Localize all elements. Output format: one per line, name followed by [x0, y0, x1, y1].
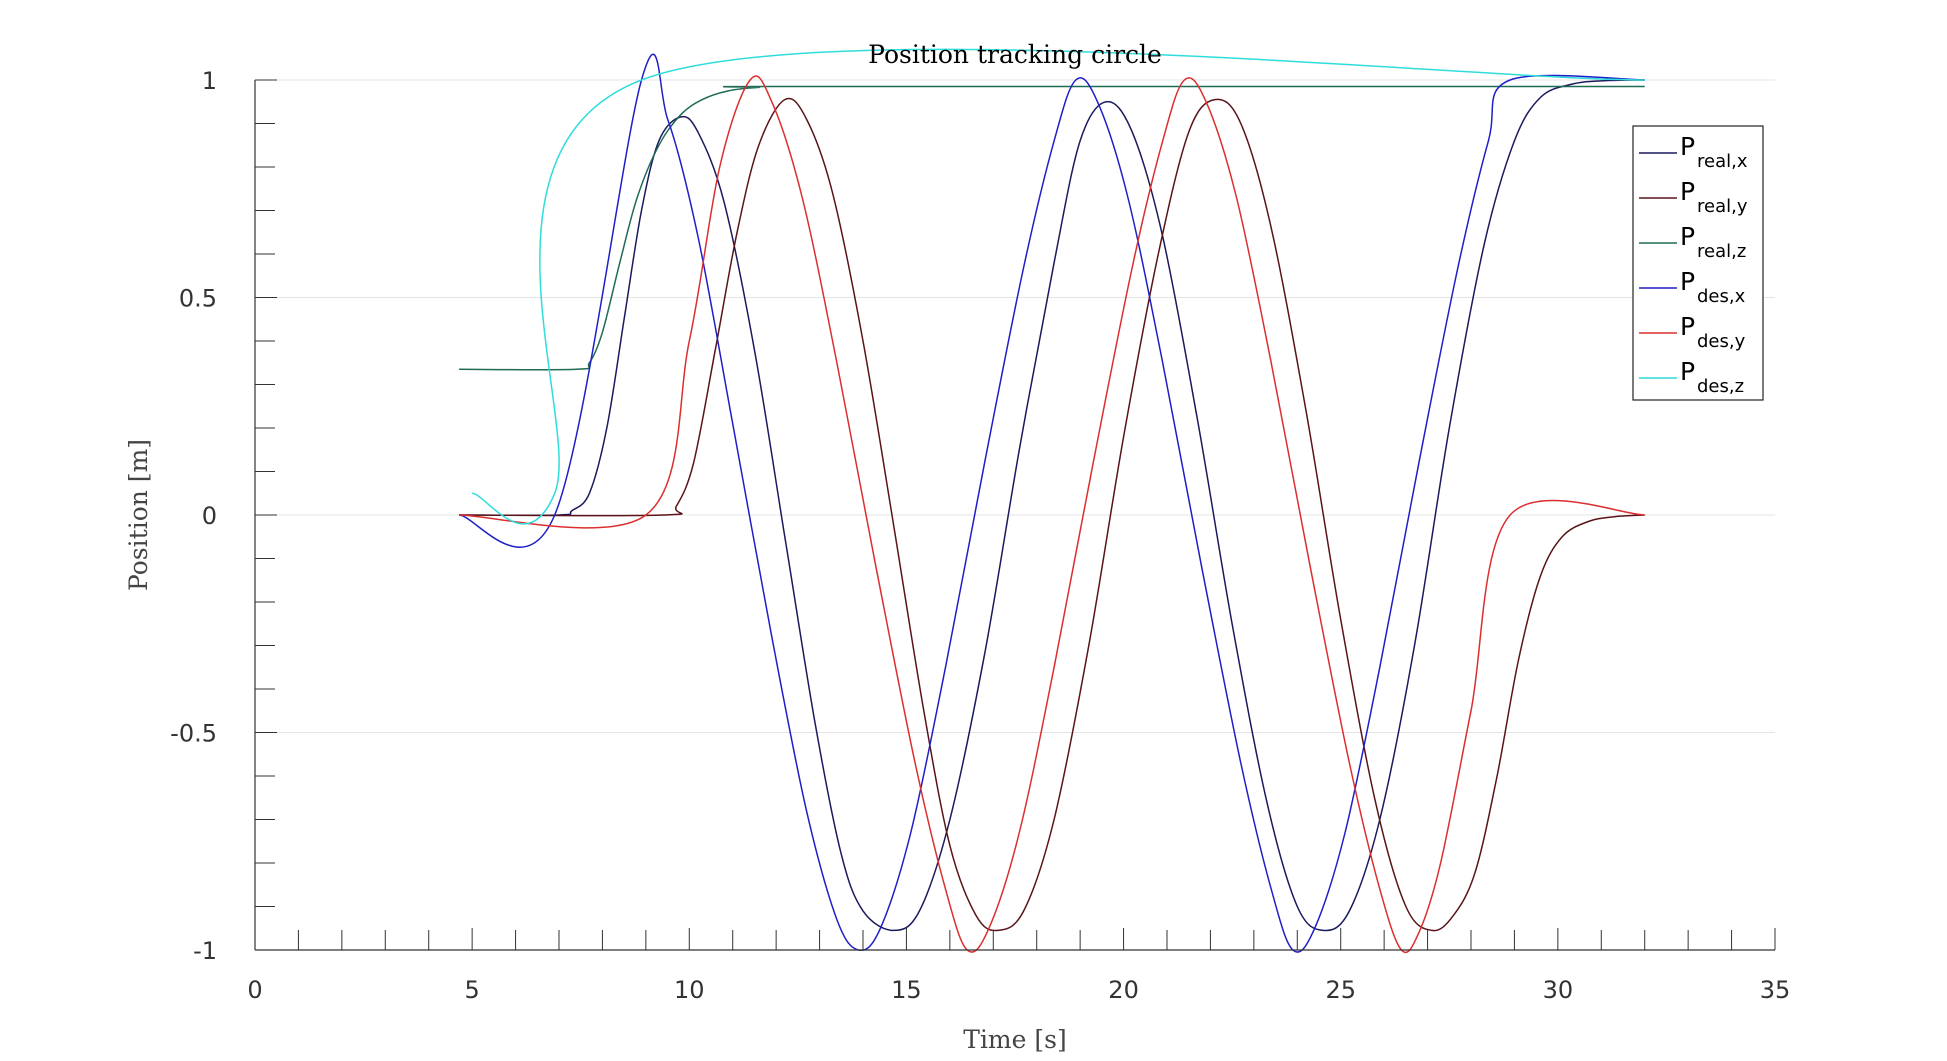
grid — [255, 79, 1775, 733]
legend-label-sub: des,x — [1697, 286, 1746, 307]
legend-label-sub: real,z — [1697, 241, 1746, 262]
y-tick-label: -1 — [193, 937, 217, 965]
x-tick-label: 15 — [891, 976, 922, 1004]
legend-label-main: P — [1680, 222, 1695, 251]
y-tick-label: 1 — [202, 67, 217, 95]
legend-label-sub: real,y — [1697, 196, 1748, 217]
y-tick-label: -0.5 — [170, 720, 217, 748]
legend-label-sub: des,y — [1697, 331, 1746, 352]
y-tick-label: 0.5 — [179, 285, 217, 313]
axes: 0 5 10 15 20 25 30 35 -1 -0.5 0 0.5 1 — [170, 67, 1790, 1004]
series-layer — [458, 48, 1645, 954]
series-line-real-y — [459, 97, 1645, 932]
legend-label-main: P — [1680, 267, 1695, 296]
chart-title: Position tracking circle — [868, 40, 1162, 69]
series-line-des-z — [471, 48, 1645, 525]
x-tick-label: 10 — [674, 976, 705, 1004]
x-tick-label: 5 — [465, 976, 480, 1004]
legend-label-sub: real,x — [1697, 151, 1748, 172]
series-line-des-x — [458, 53, 1645, 953]
x-tick-label: 0 — [247, 976, 262, 1004]
legend-box — [1632, 125, 1764, 401]
legend-label-sub: des,z — [1697, 376, 1744, 397]
y-axis-label: Position [m] — [124, 439, 153, 591]
y-tick-label: 0 — [202, 502, 217, 530]
legend-label-main: P — [1680, 132, 1695, 161]
legend-label-main: P — [1680, 177, 1695, 206]
series-line-des-y — [459, 75, 1645, 954]
x-tick-label: 30 — [1543, 976, 1574, 1004]
x-tick-label: 25 — [1325, 976, 1356, 1004]
x-axis-label: Time [s] — [963, 1025, 1066, 1054]
series-line-real-x — [459, 79, 1645, 932]
legend-label-main: P — [1680, 312, 1695, 341]
x-tick-label: 20 — [1108, 976, 1139, 1004]
legend-label-main: P — [1680, 357, 1695, 386]
series-line-real-z — [459, 85, 1645, 371]
x-tick-label: 35 — [1760, 976, 1791, 1004]
